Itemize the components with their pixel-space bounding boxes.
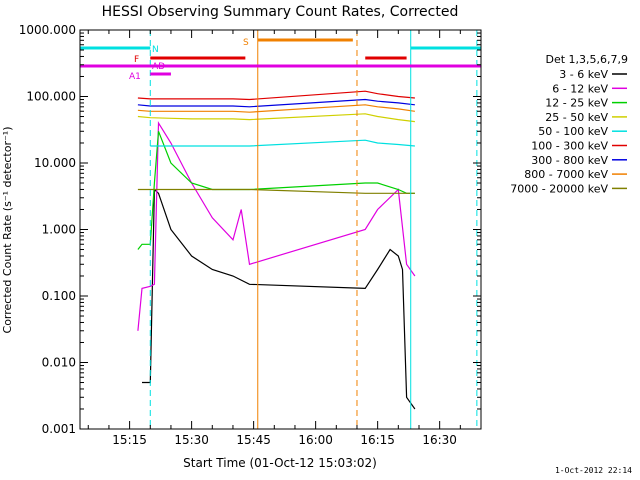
series-line-0	[142, 188, 416, 410]
flag-label-1: S	[243, 38, 249, 48]
legend-label-0: 3 - 6 keV	[559, 68, 608, 81]
legend-label-7: 800 - 7000 keV	[524, 168, 608, 181]
chart-title: HESSI Observing Summary Count Rates, Cor…	[102, 4, 459, 20]
legend-label-3: 25 - 50 keV	[545, 111, 608, 124]
y-axis-label: Corrected Count Rate (s⁻¹ detector⁻¹)	[1, 127, 14, 334]
series-layer	[137, 90, 416, 410]
legend-label-2: 12 - 25 keV	[545, 97, 608, 110]
plot-frame	[79, 29, 482, 430]
y-tick-label-0: 0.001	[42, 422, 76, 436]
legend-label-6: 300 - 800 keV	[531, 154, 608, 167]
series-line-3	[137, 113, 415, 123]
legend-title: Det 1,3,5,6,7,9	[545, 53, 628, 66]
x-tick-label-3: 16:00	[298, 433, 333, 447]
series-line-1	[137, 120, 416, 331]
series-line-6	[137, 98, 415, 108]
vertical-marker-layer	[149, 30, 478, 429]
series-line-2	[137, 131, 415, 250]
series-line-5	[137, 90, 415, 101]
legend-label-5: 100 - 300 keV	[531, 140, 608, 153]
y-tick-label-2: 0.100	[42, 289, 76, 303]
footer-timestamp: 1-Oct-2012 22:14	[554, 466, 632, 475]
y-tick-label-5: 100.000	[26, 90, 76, 104]
x-tick-label-0: 15:15	[112, 433, 147, 447]
y-tick-label-4: 10.000	[34, 156, 76, 170]
series-line-7	[137, 104, 415, 113]
flag-label-0: N	[152, 45, 159, 55]
flag-label-4: A1	[129, 72, 141, 82]
x-tick-label-1: 15:30	[174, 433, 209, 447]
x-tick-label-5: 16:30	[422, 433, 457, 447]
series-line-8	[137, 188, 415, 194]
x-tick-label-2: 15:45	[236, 433, 271, 447]
flag-label-2: F	[134, 55, 139, 65]
x-tick-label-4: 16:15	[360, 433, 395, 447]
y-tick-label-6: 1000.000	[19, 23, 76, 37]
legend-label-4: 50 - 100 keV	[538, 125, 608, 138]
x-axis-label: Start Time (01-Oct-12 15:03:02)	[183, 456, 377, 470]
legend-label-8: 7000 - 20000 keV	[510, 182, 608, 195]
flag-layer: NSFADA1	[80, 38, 481, 82]
axis-layer: 0.001 0.010 0.100 1.000 10.000 100.000 1000.00…	[19, 23, 482, 447]
series-line-4	[150, 139, 415, 147]
y-tick-label-3: 1.000	[42, 223, 76, 237]
y-tick-label-1: 0.010	[42, 356, 76, 370]
legend-label-1: 6 - 12 keV	[552, 82, 608, 95]
